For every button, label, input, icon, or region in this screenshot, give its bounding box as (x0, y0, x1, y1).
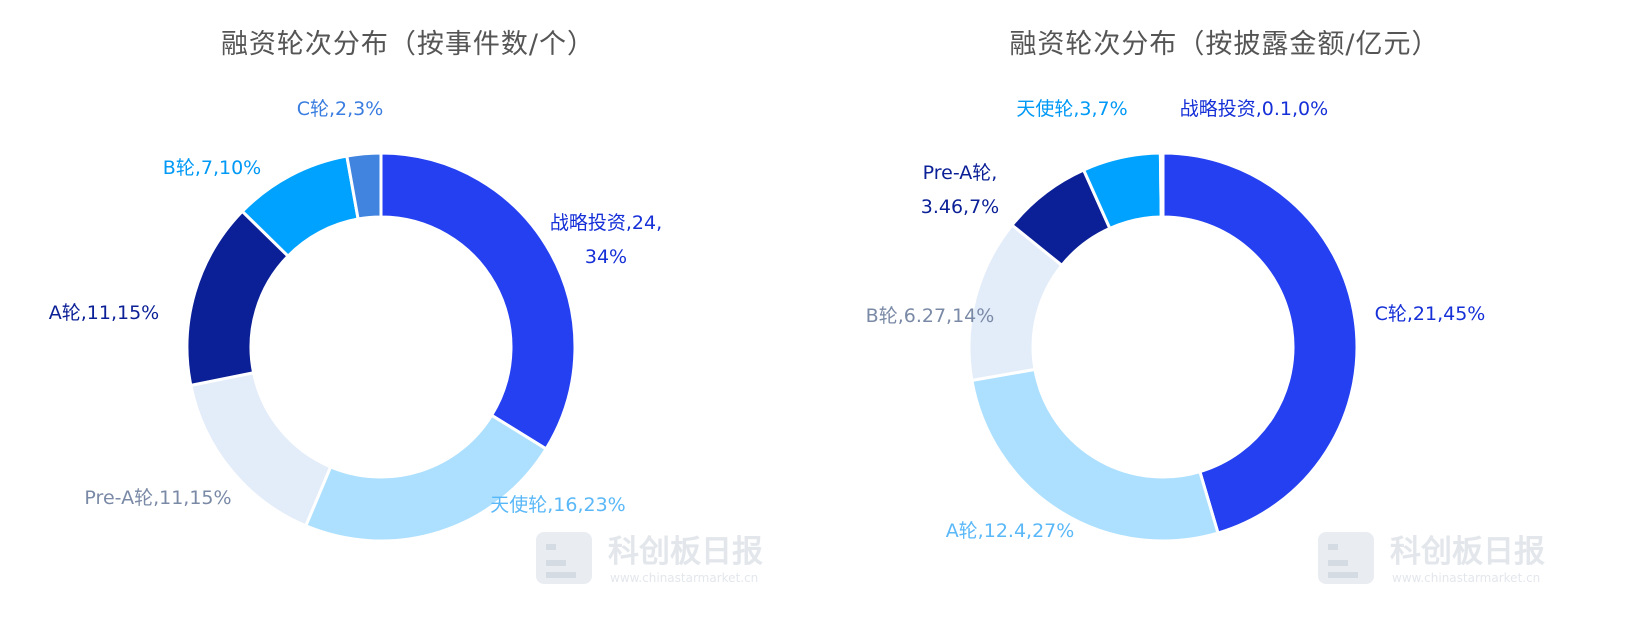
slice-label: 战略投资,0.1,0% (1180, 98, 1328, 120)
watermark-url: www.chinastarmarket.cn (610, 571, 758, 585)
watermark-logo-bar (546, 560, 566, 566)
donut-chart-amount: C轮,21,45% A轮,12.4,27% B轮,6.27,14% Pre-A轮, 3.… (866, 98, 1545, 585)
donut-slice (303, 413, 549, 543)
donut-slice (970, 367, 1220, 543)
slice-label: 天使轮,3,7% (1016, 98, 1127, 120)
donut-slice (1161, 151, 1359, 535)
watermark-logo-bar (546, 544, 556, 550)
slice-label: 战略投资,24, 34% (550, 212, 662, 268)
slice-label: 天使轮,16,23% (490, 494, 626, 516)
watermark-logo-bar (1328, 560, 1348, 566)
donut-chart-events: 战略投资,24, 34% 天使轮,16,23% Pre-A轮,11,15% A轮,11,… (49, 98, 763, 585)
watermark-brand: 科创板日报 (1390, 534, 1545, 570)
donut-slice (345, 151, 383, 221)
watermark-brand: 科创板日报 (608, 534, 763, 570)
chart-title: 融资轮次分布（按事件数/个） (220, 29, 596, 60)
slice-label: B轮,6.27,14% (866, 305, 995, 327)
slice-label: A轮,11,15% (49, 302, 159, 324)
slice-label: C轮,2,3% (297, 98, 384, 120)
watermark-url: www.chinastarmarket.cn (1392, 571, 1540, 585)
watermark-logo-bar (1328, 572, 1358, 578)
watermark-logo-bar (546, 572, 576, 578)
chart-title: 融资轮次分布（按披露金额/亿元） (1009, 29, 1440, 60)
donut-slice (379, 151, 577, 451)
slice-label: Pre-A轮, 3.46,7% (921, 162, 1000, 218)
slice-label: Pre-A轮,11,15% (84, 487, 231, 509)
watermark-logo-bar (1328, 544, 1338, 550)
chart-panel-amount: 融资轮次分布（按披露金额/亿元） C轮,21,45% A轮,12.4,27% B轮,… (816, 0, 1633, 622)
chart-panel-events: 融资轮次分布（按事件数/个） 战略投资,24, 34% 天使轮,16,23% Pre-… (0, 0, 816, 622)
donut-slice (1158, 151, 1165, 219)
slice-label: A轮,12.4,27% (946, 520, 1075, 542)
slice-label: C轮,21,45% (1375, 303, 1486, 325)
slice-label: B轮,7,10% (163, 157, 261, 179)
